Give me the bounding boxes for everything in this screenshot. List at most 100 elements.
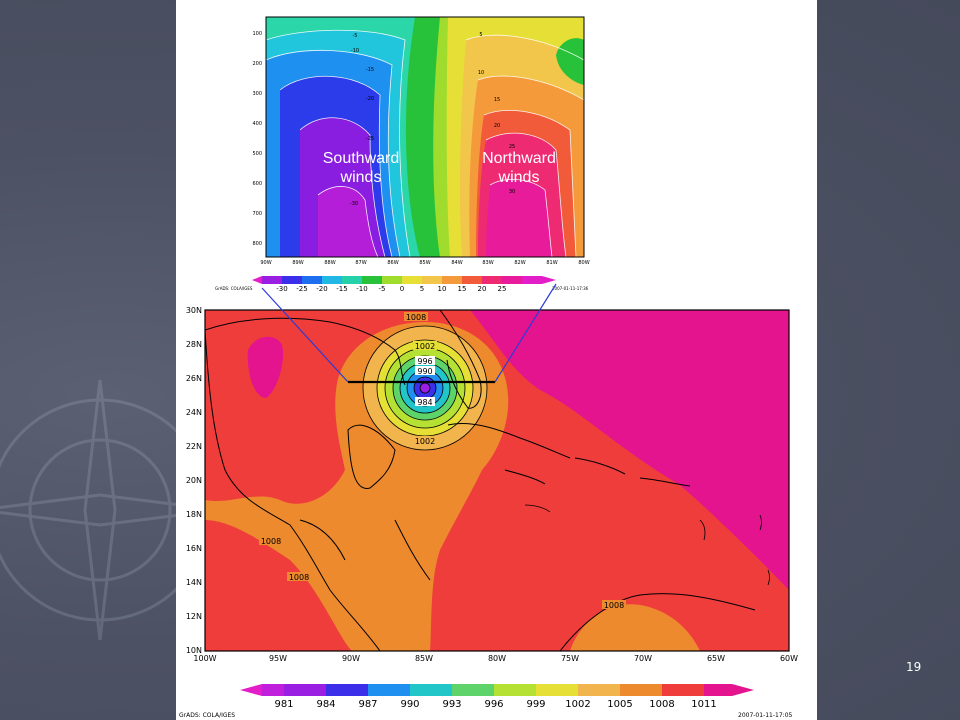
x-tick: 86W [387, 260, 398, 266]
lon-tick: 100W [193, 654, 216, 663]
contour-label: 984 [417, 398, 432, 407]
colorbar-tick: 984 [316, 699, 335, 710]
lat-tick: 24N [186, 408, 202, 417]
lon-tick: 95W [269, 654, 287, 663]
colorbar-tick: -5 [379, 285, 386, 293]
contour-label: 10 [478, 70, 484, 76]
contour-label: -25 [366, 136, 374, 142]
x-tick: 81W [546, 260, 557, 266]
pressure-footer-left: GrADS: COLA/IGES [179, 712, 235, 719]
contour-label: 1008 [604, 601, 624, 610]
map-contour-labels: 1008 1002 996 990 984 1002 1008 1008 100… [259, 312, 626, 610]
colorbar-tick: 1011 [691, 699, 716, 710]
northward-winds-label: Northward winds [482, 150, 556, 186]
lat-tick: 18N [186, 510, 202, 519]
colorbar-tick: 20 [478, 285, 487, 293]
contour-label: 15 [494, 97, 500, 103]
colorbar-tick: -10 [356, 285, 367, 293]
colorbar-tick: 0 [400, 285, 404, 293]
colorbar-tick: 15 [458, 285, 467, 293]
cross-section-plot [265, 16, 585, 258]
y-tick: 100 [252, 31, 262, 37]
colorbar-tick: 1002 [565, 699, 590, 710]
x-tick: 89W [292, 260, 303, 266]
cross-section-footer-left: GrADS: COLA/IGES [215, 286, 253, 291]
contour-label: 990 [417, 367, 432, 376]
y-tick: 300 [252, 91, 262, 97]
contour-label: 1008 [261, 537, 281, 546]
cross-section-colorbar-ticks: -30 -25 -20 -15 -10 -5 0 5 10 15 20 25 [276, 285, 506, 293]
contour-label: 25 [509, 144, 515, 150]
colorbar-tick: -15 [336, 285, 347, 293]
x-tick: 88W [324, 260, 335, 266]
contour-label: -30 [350, 201, 358, 207]
lon-tick: 60W [780, 654, 798, 663]
lat-tick: 12N [186, 612, 202, 621]
contour-label: 20 [494, 123, 500, 129]
lon-tick: 80W [488, 654, 506, 663]
y-tick: 800 [252, 241, 262, 247]
map-lon-ticks: 100W 95W 90W 85W 80W 75W 70W 65W 60W [193, 654, 798, 663]
cross-section-footer-right: 2007-01-11-17:36 [552, 286, 589, 291]
lat-tick: 26N [186, 374, 202, 383]
x-tick: 84W [451, 260, 462, 266]
contour-label: 1002 [415, 342, 435, 351]
colorbar-tick: 5 [420, 285, 424, 293]
cross-section-colorbar [252, 276, 556, 284]
contour-label: -5 [353, 33, 358, 39]
contour-label: 30 [509, 189, 515, 195]
y-tick: 500 [252, 151, 262, 157]
cross-section-contour-labels: -5 -10 -15 -20 -25 -30 5 10 15 20 25 30 [350, 32, 515, 207]
colorbar-tick: -25 [296, 285, 307, 293]
colorbar-tick: 981 [274, 699, 293, 710]
colorbar-tick: 987 [358, 699, 377, 710]
lat-tick: 14N [186, 578, 202, 587]
lat-tick: 22N [186, 442, 202, 451]
x-tick: 83W [482, 260, 493, 266]
lon-tick: 65W [707, 654, 725, 663]
contour-label: 5 [479, 32, 482, 38]
colorbar-tick: 993 [442, 699, 461, 710]
lat-tick: 20N [186, 476, 202, 485]
colorbar-tick: 996 [484, 699, 503, 710]
x-tick: 80W [578, 260, 589, 266]
pressure-map [204, 309, 790, 652]
lon-tick: 70W [634, 654, 652, 663]
x-tick: 85W [419, 260, 430, 266]
contour-label: -20 [366, 96, 374, 102]
pressure-colorbar-ticks: 981 984 987 990 993 996 999 1002 1005 10… [274, 699, 716, 710]
pressure-footer-right: 2007-01-11-17:05 [738, 712, 793, 719]
colorbar-tick: 990 [400, 699, 419, 710]
colorbar-tick: -20 [316, 285, 327, 293]
wind-labels: Southward winds Northward winds [323, 150, 556, 186]
contour-label: 996 [417, 357, 432, 366]
cross-section-x-ticks: 90W 89W 88W 87W 86W 85W 84W 83W 82W 81W … [260, 260, 589, 266]
southward-winds-label: Southward winds [323, 150, 400, 186]
map-lat-ticks: 30N 28N 26N 24N 22N 20N 18N 16N 14N 12N … [186, 306, 202, 655]
colorbar-tick: 25 [498, 285, 507, 293]
y-tick: 600 [252, 181, 262, 187]
y-tick: 200 [252, 61, 262, 67]
y-tick: 400 [252, 121, 262, 127]
connector-lines [261, 283, 557, 383]
lat-tick: 16N [186, 544, 202, 553]
x-tick: 90W [260, 260, 271, 266]
contour-label: -10 [351, 48, 359, 54]
x-tick: 82W [514, 260, 525, 266]
lat-tick: 30N [186, 306, 202, 315]
lat-tick: 10N [186, 646, 202, 655]
contour-label: 1002 [415, 437, 435, 446]
contour-label: 1008 [406, 313, 426, 322]
lon-tick: 85W [415, 654, 433, 663]
contour-label: 1008 [289, 573, 309, 582]
y-tick: 700 [252, 211, 262, 217]
pressure-colorbar [240, 684, 754, 696]
colorbar-tick: 1005 [607, 699, 632, 710]
cross-section-y-ticks: 100 200 300 400 500 600 700 800 [252, 31, 262, 247]
colorbar-tick: -30 [276, 285, 287, 293]
lon-tick: 75W [561, 654, 579, 663]
colorbar-tick: 999 [526, 699, 545, 710]
contour-label: -15 [366, 67, 374, 73]
colorbar-tick: 1008 [649, 699, 674, 710]
